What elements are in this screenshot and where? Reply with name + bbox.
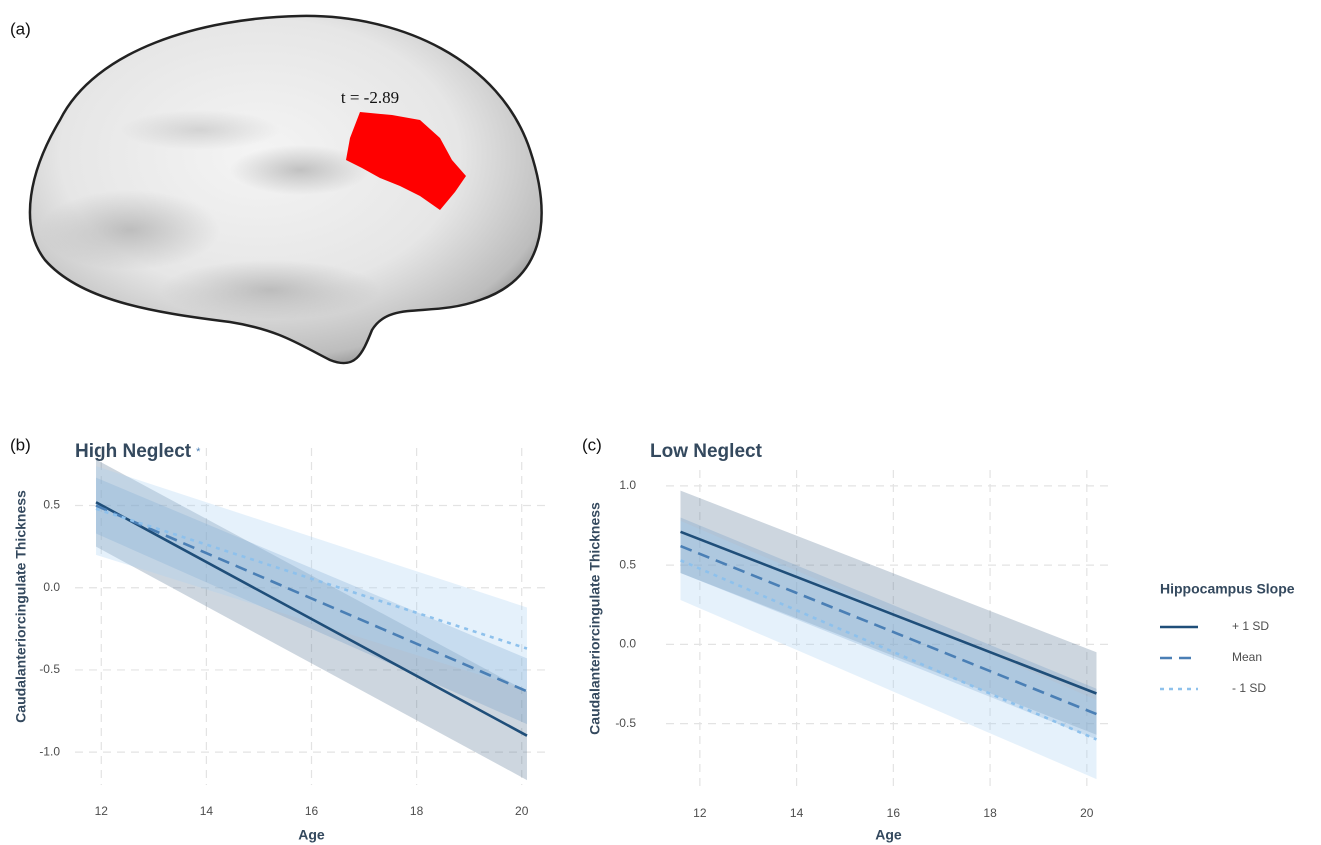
y-tick-label: 0.5 (43, 498, 60, 512)
x-axis-title: Age (298, 827, 325, 843)
y-tick-label: -0.5 (615, 716, 636, 730)
x-axis-title: Age (875, 827, 902, 843)
legend-label: Mean (1232, 650, 1262, 664)
annotation: t = -2.89 (341, 88, 399, 107)
x-tick-label: 20 (1080, 806, 1094, 820)
x-tick-label: 14 (790, 806, 804, 820)
panel-label: (a) (10, 19, 31, 38)
x-tick-label: 18 (983, 806, 997, 820)
x-tick-label: 12 (95, 804, 109, 818)
y-tick-label: -1.0 (39, 744, 60, 758)
x-tick-label: 12 (693, 806, 707, 820)
legend-label: - 1 SD (1232, 681, 1266, 695)
panel-label: (c) (582, 435, 602, 454)
x-tick-label: 20 (515, 804, 529, 818)
legend-title: Hippocampus Slope (1160, 581, 1295, 597)
y-axis-title: Caudalanteriorcingulate Thickness (13, 490, 29, 723)
x-tick-label: 16 (887, 806, 901, 820)
title-note: * (196, 446, 201, 458)
y-tick-label: 0.0 (43, 580, 60, 594)
brain-image (30, 16, 542, 363)
y-tick-label: 0.0 (619, 637, 636, 651)
figure: (a) t = -2.89 (b) (c) High Neglect * 12 14 1… (0, 0, 1321, 845)
y-tick-label: 0.5 (619, 557, 636, 571)
x-tick-label: 14 (200, 804, 214, 818)
x-tick-label: 18 (410, 804, 424, 818)
y-tick-label: -0.5 (39, 662, 60, 676)
chart-title: Low Neglect (650, 441, 763, 462)
legend-label: + 1 SD (1232, 619, 1269, 633)
panel-label: (b) (10, 435, 31, 454)
y-tick-label: 1.0 (619, 478, 636, 492)
chart-title: High Neglect (75, 441, 192, 462)
y-axis-title: Caudalanteriorcingulate Thickness (587, 502, 603, 735)
x-tick-label: 16 (305, 804, 319, 818)
